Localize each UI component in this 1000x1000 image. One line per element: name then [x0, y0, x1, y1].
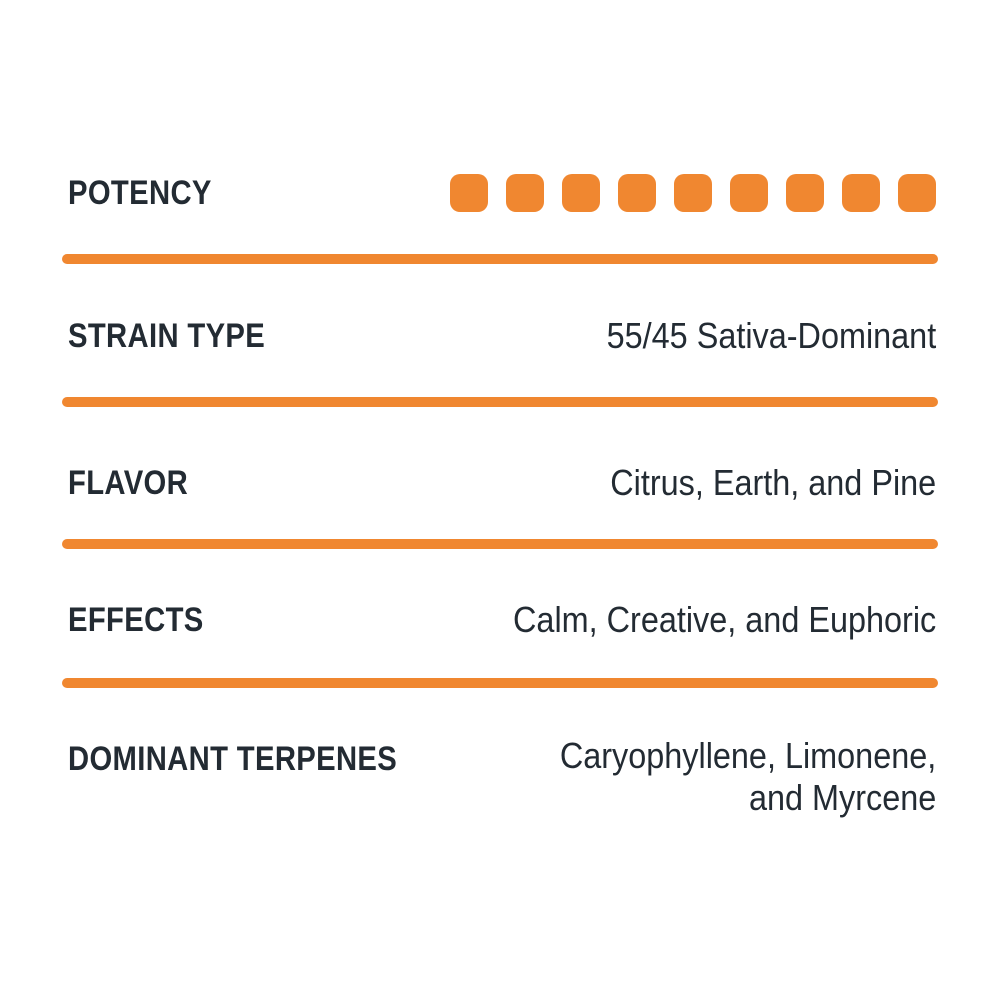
spec-value-effects: Calm, Creative, and Euphoric: [512, 598, 936, 640]
spec-value-strain-type: 55/45 Sativa-Dominant: [606, 314, 936, 356]
spec-label-strain-type: STRAIN TYPE: [68, 316, 266, 355]
spec-value-flavor: Citrus, Earth, and Pine: [610, 461, 936, 503]
potency-pip: [506, 174, 544, 212]
potency-pip: [730, 174, 768, 212]
potency-pip: [618, 174, 656, 212]
potency-pip: [842, 174, 880, 212]
row-divider: [62, 539, 938, 549]
spec-label-flavor: FLAVOR: [68, 463, 189, 502]
spec-value-dominant-terpenes: Caryophyllene, Limonene, and Myrcene: [559, 735, 936, 819]
spec-label-potency: POTENCY: [68, 173, 212, 212]
potency-pip: [674, 174, 712, 212]
potency-pip: [450, 174, 488, 212]
spec-label-dominant-terpenes: DOMINANT TERPENES: [68, 740, 398, 778]
potency-pip: [898, 174, 936, 212]
spec-row-effects: EFFECTS Calm, Creative, and Euphoric: [62, 597, 938, 643]
spec-row-dominant-terpenes: DOMINANT TERPENES Caryophyllene, Limonen…: [62, 735, 938, 829]
potency-pip: [562, 174, 600, 212]
row-divider: [62, 254, 938, 264]
potency-pip: [786, 174, 824, 212]
potency-meter: [450, 174, 936, 212]
row-divider: [62, 678, 938, 688]
spec-row-flavor: FLAVOR Citrus, Earth, and Pine: [62, 460, 938, 506]
spec-row-strain-type: STRAIN TYPE 55/45 Sativa-Dominant: [62, 313, 938, 359]
spec-label-effects: EFFECTS: [68, 600, 204, 639]
row-divider: [62, 397, 938, 407]
spec-row-potency: POTENCY: [62, 170, 938, 216]
